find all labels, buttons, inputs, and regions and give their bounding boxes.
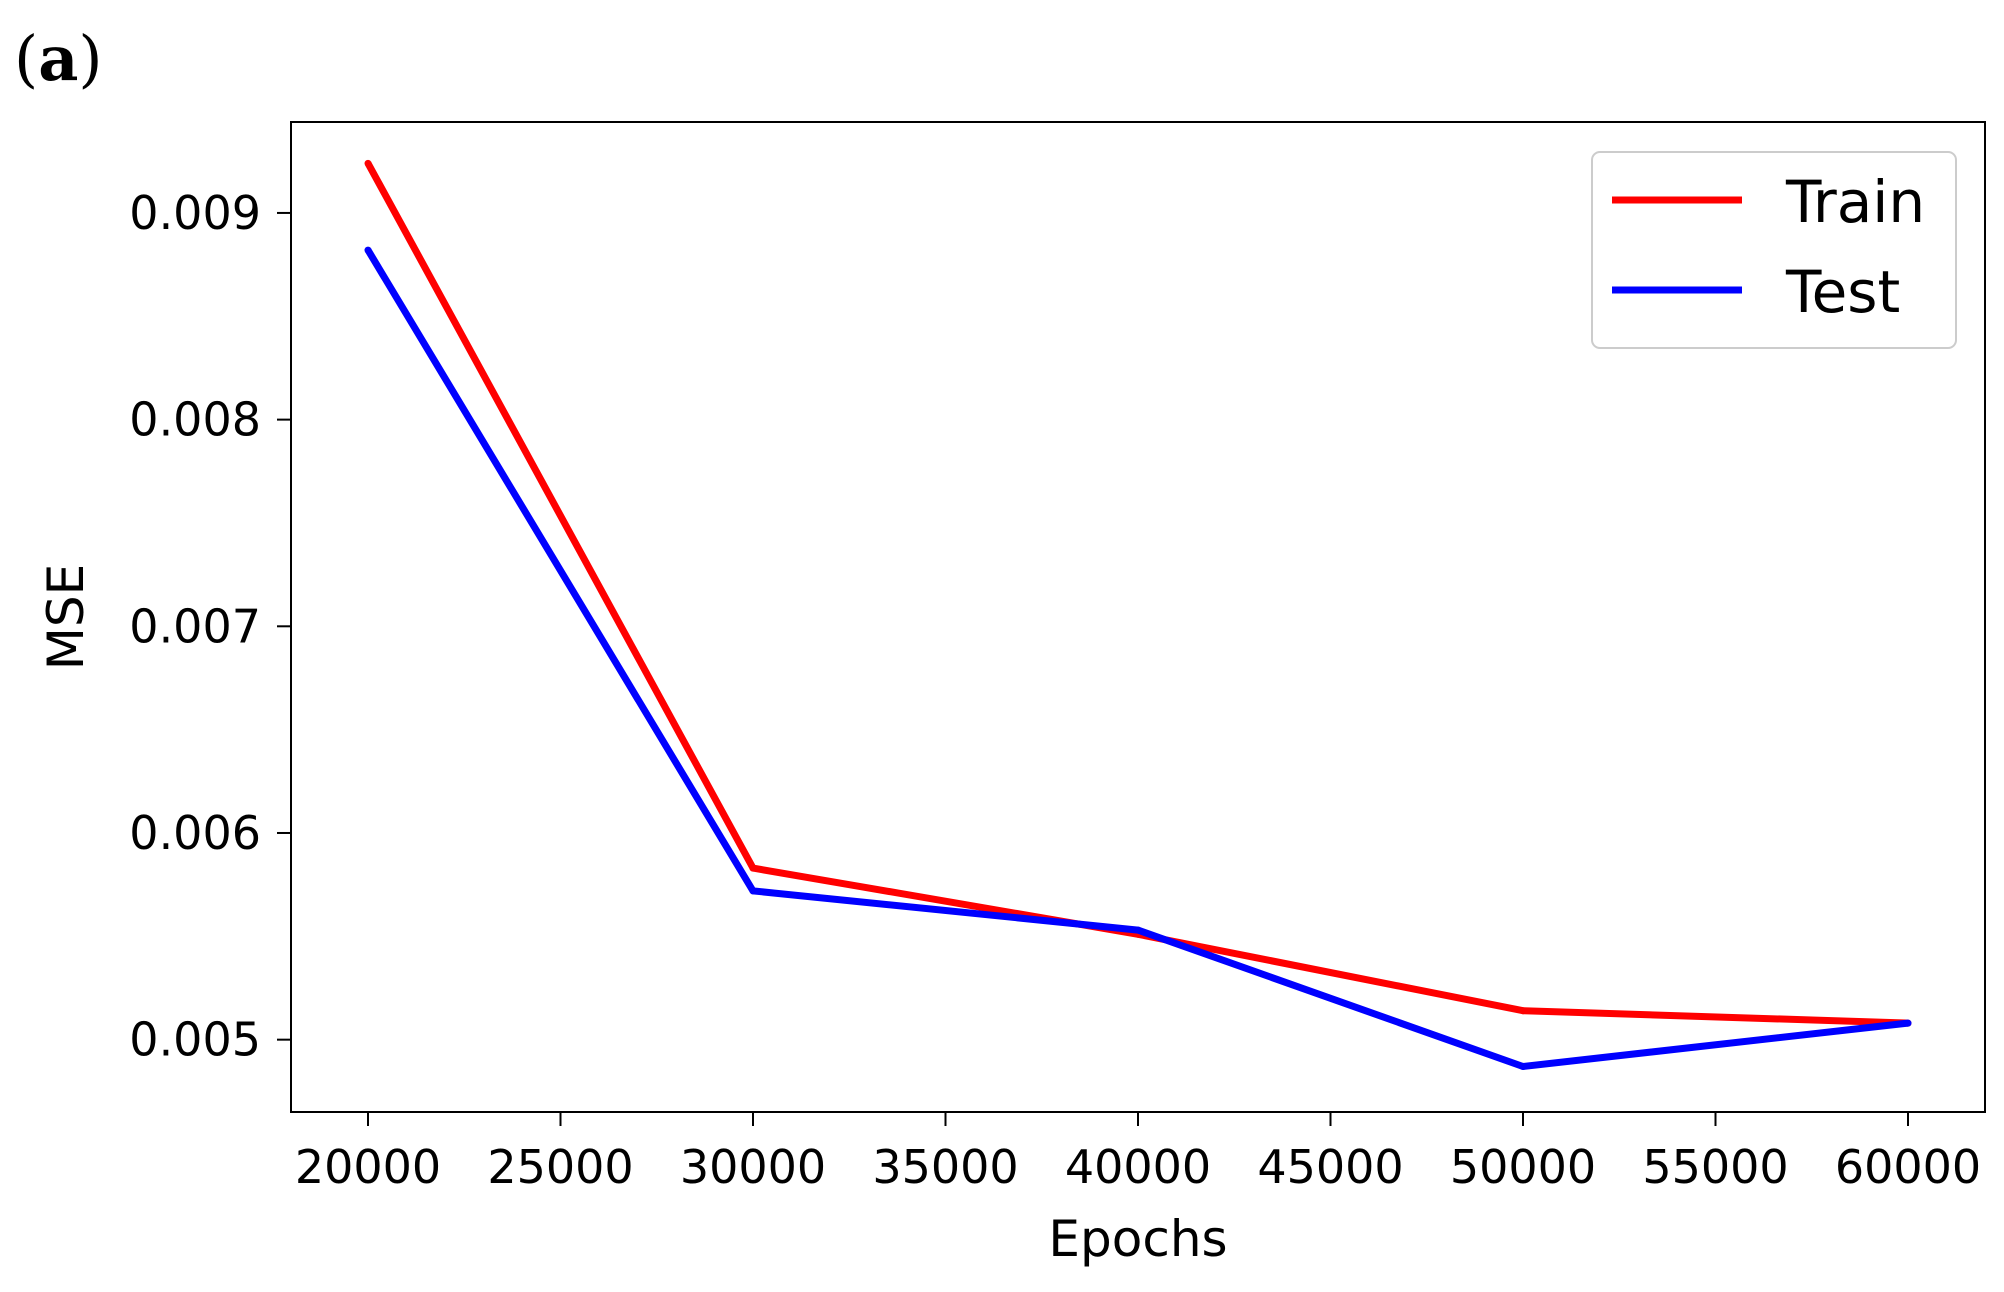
legend-label-train: Train bbox=[1785, 168, 1925, 236]
data-point-test bbox=[364, 246, 372, 254]
x-tick-label: 40000 bbox=[1065, 1140, 1211, 1194]
y-tick-label: 0.005 bbox=[129, 1013, 261, 1067]
data-point-train bbox=[364, 159, 372, 167]
y-tick-label: 0.006 bbox=[129, 806, 261, 860]
data-point-train bbox=[749, 864, 757, 872]
x-tick-label: 20000 bbox=[295, 1140, 441, 1194]
x-tick-label: 30000 bbox=[680, 1140, 826, 1194]
x-tick-label: 45000 bbox=[1257, 1140, 1403, 1194]
legend-label-test: Test bbox=[1785, 258, 1900, 326]
data-point-test bbox=[1904, 1019, 1912, 1027]
x-axis-label: Epochs bbox=[1048, 1210, 1227, 1268]
x-tick-label: 55000 bbox=[1642, 1140, 1788, 1194]
y-axis-label: MSE bbox=[37, 564, 95, 670]
x-tick-label: 60000 bbox=[1835, 1140, 1981, 1194]
x-tick-label: 50000 bbox=[1450, 1140, 1596, 1194]
series-line-test bbox=[364, 248, 1909, 1070]
y-tick-label: 0.008 bbox=[129, 393, 261, 447]
data-point-train bbox=[1519, 1007, 1527, 1015]
y-axis-ticks: 0.005 0.006 0.007 0.008 0.009 bbox=[129, 186, 291, 1067]
panel-label: (a) bbox=[14, 22, 103, 95]
y-tick-label: 0.007 bbox=[129, 599, 261, 653]
x-tick-label: 35000 bbox=[872, 1140, 1018, 1194]
data-point-test bbox=[1519, 1063, 1527, 1071]
x-tick-label: 25000 bbox=[487, 1140, 633, 1194]
legend: Train Test bbox=[1591, 151, 1957, 349]
data-point-test bbox=[1134, 926, 1142, 934]
y-tick-label: 0.009 bbox=[129, 186, 261, 240]
x-axis-ticks: 20000 25000 30000 35000 40000 45000 50000 55000… bbox=[295, 1112, 1981, 1194]
series-lines bbox=[364, 159, 1912, 1071]
data-point-test bbox=[749, 887, 757, 895]
